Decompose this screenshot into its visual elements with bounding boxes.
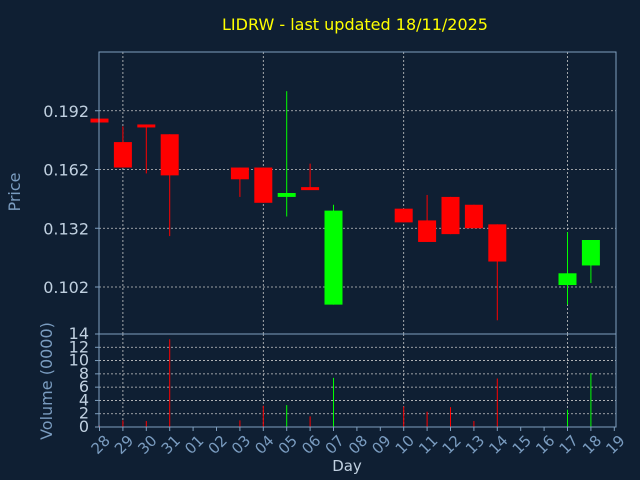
- price-tick-label: 0.132: [43, 219, 89, 238]
- candle-body: [464, 204, 483, 229]
- volume-panel-frame: [98, 333, 617, 428]
- price-tick-label: 0.102: [43, 278, 89, 297]
- volume-tick-label: 4: [79, 390, 89, 409]
- candle-body: [230, 167, 249, 180]
- candle-body: [160, 134, 179, 176]
- candle-body: [488, 224, 507, 262]
- candle-body: [277, 193, 296, 197]
- volume-tick-label: 2: [79, 404, 89, 423]
- candle-body: [558, 273, 577, 286]
- price-tick-labels: 0.192 0.162 0.132 0.102: [43, 102, 99, 297]
- candle-body: [324, 210, 343, 305]
- x-axis-label: Day: [332, 457, 362, 475]
- candle-body: [137, 124, 156, 128]
- candle-body: [441, 196, 460, 235]
- chart-title: LIDRW - last updated 18/11/2025: [222, 15, 488, 34]
- volume-tick-label: 10: [69, 351, 89, 370]
- y-axis-label: Price: [5, 172, 24, 211]
- candle-body: [394, 208, 413, 223]
- volume-tick-label: 6: [79, 377, 89, 396]
- candle-body: [418, 220, 437, 242]
- price-tick-label: 0.192: [43, 102, 89, 121]
- volume-tick-label: 8: [79, 364, 89, 383]
- volume-tick-label: 0: [79, 417, 89, 436]
- volume-tick-label: 14: [69, 324, 89, 343]
- candle-body: [254, 167, 273, 203]
- price-tick-label: 0.162: [43, 161, 89, 180]
- volume-tick-label: 12: [69, 337, 89, 356]
- volume-axis-label: Volume (0000): [37, 322, 56, 440]
- candle-body: [581, 240, 600, 266]
- price-candles: [90, 91, 600, 321]
- candle-body: [113, 142, 132, 168]
- candle-body: [301, 187, 320, 191]
